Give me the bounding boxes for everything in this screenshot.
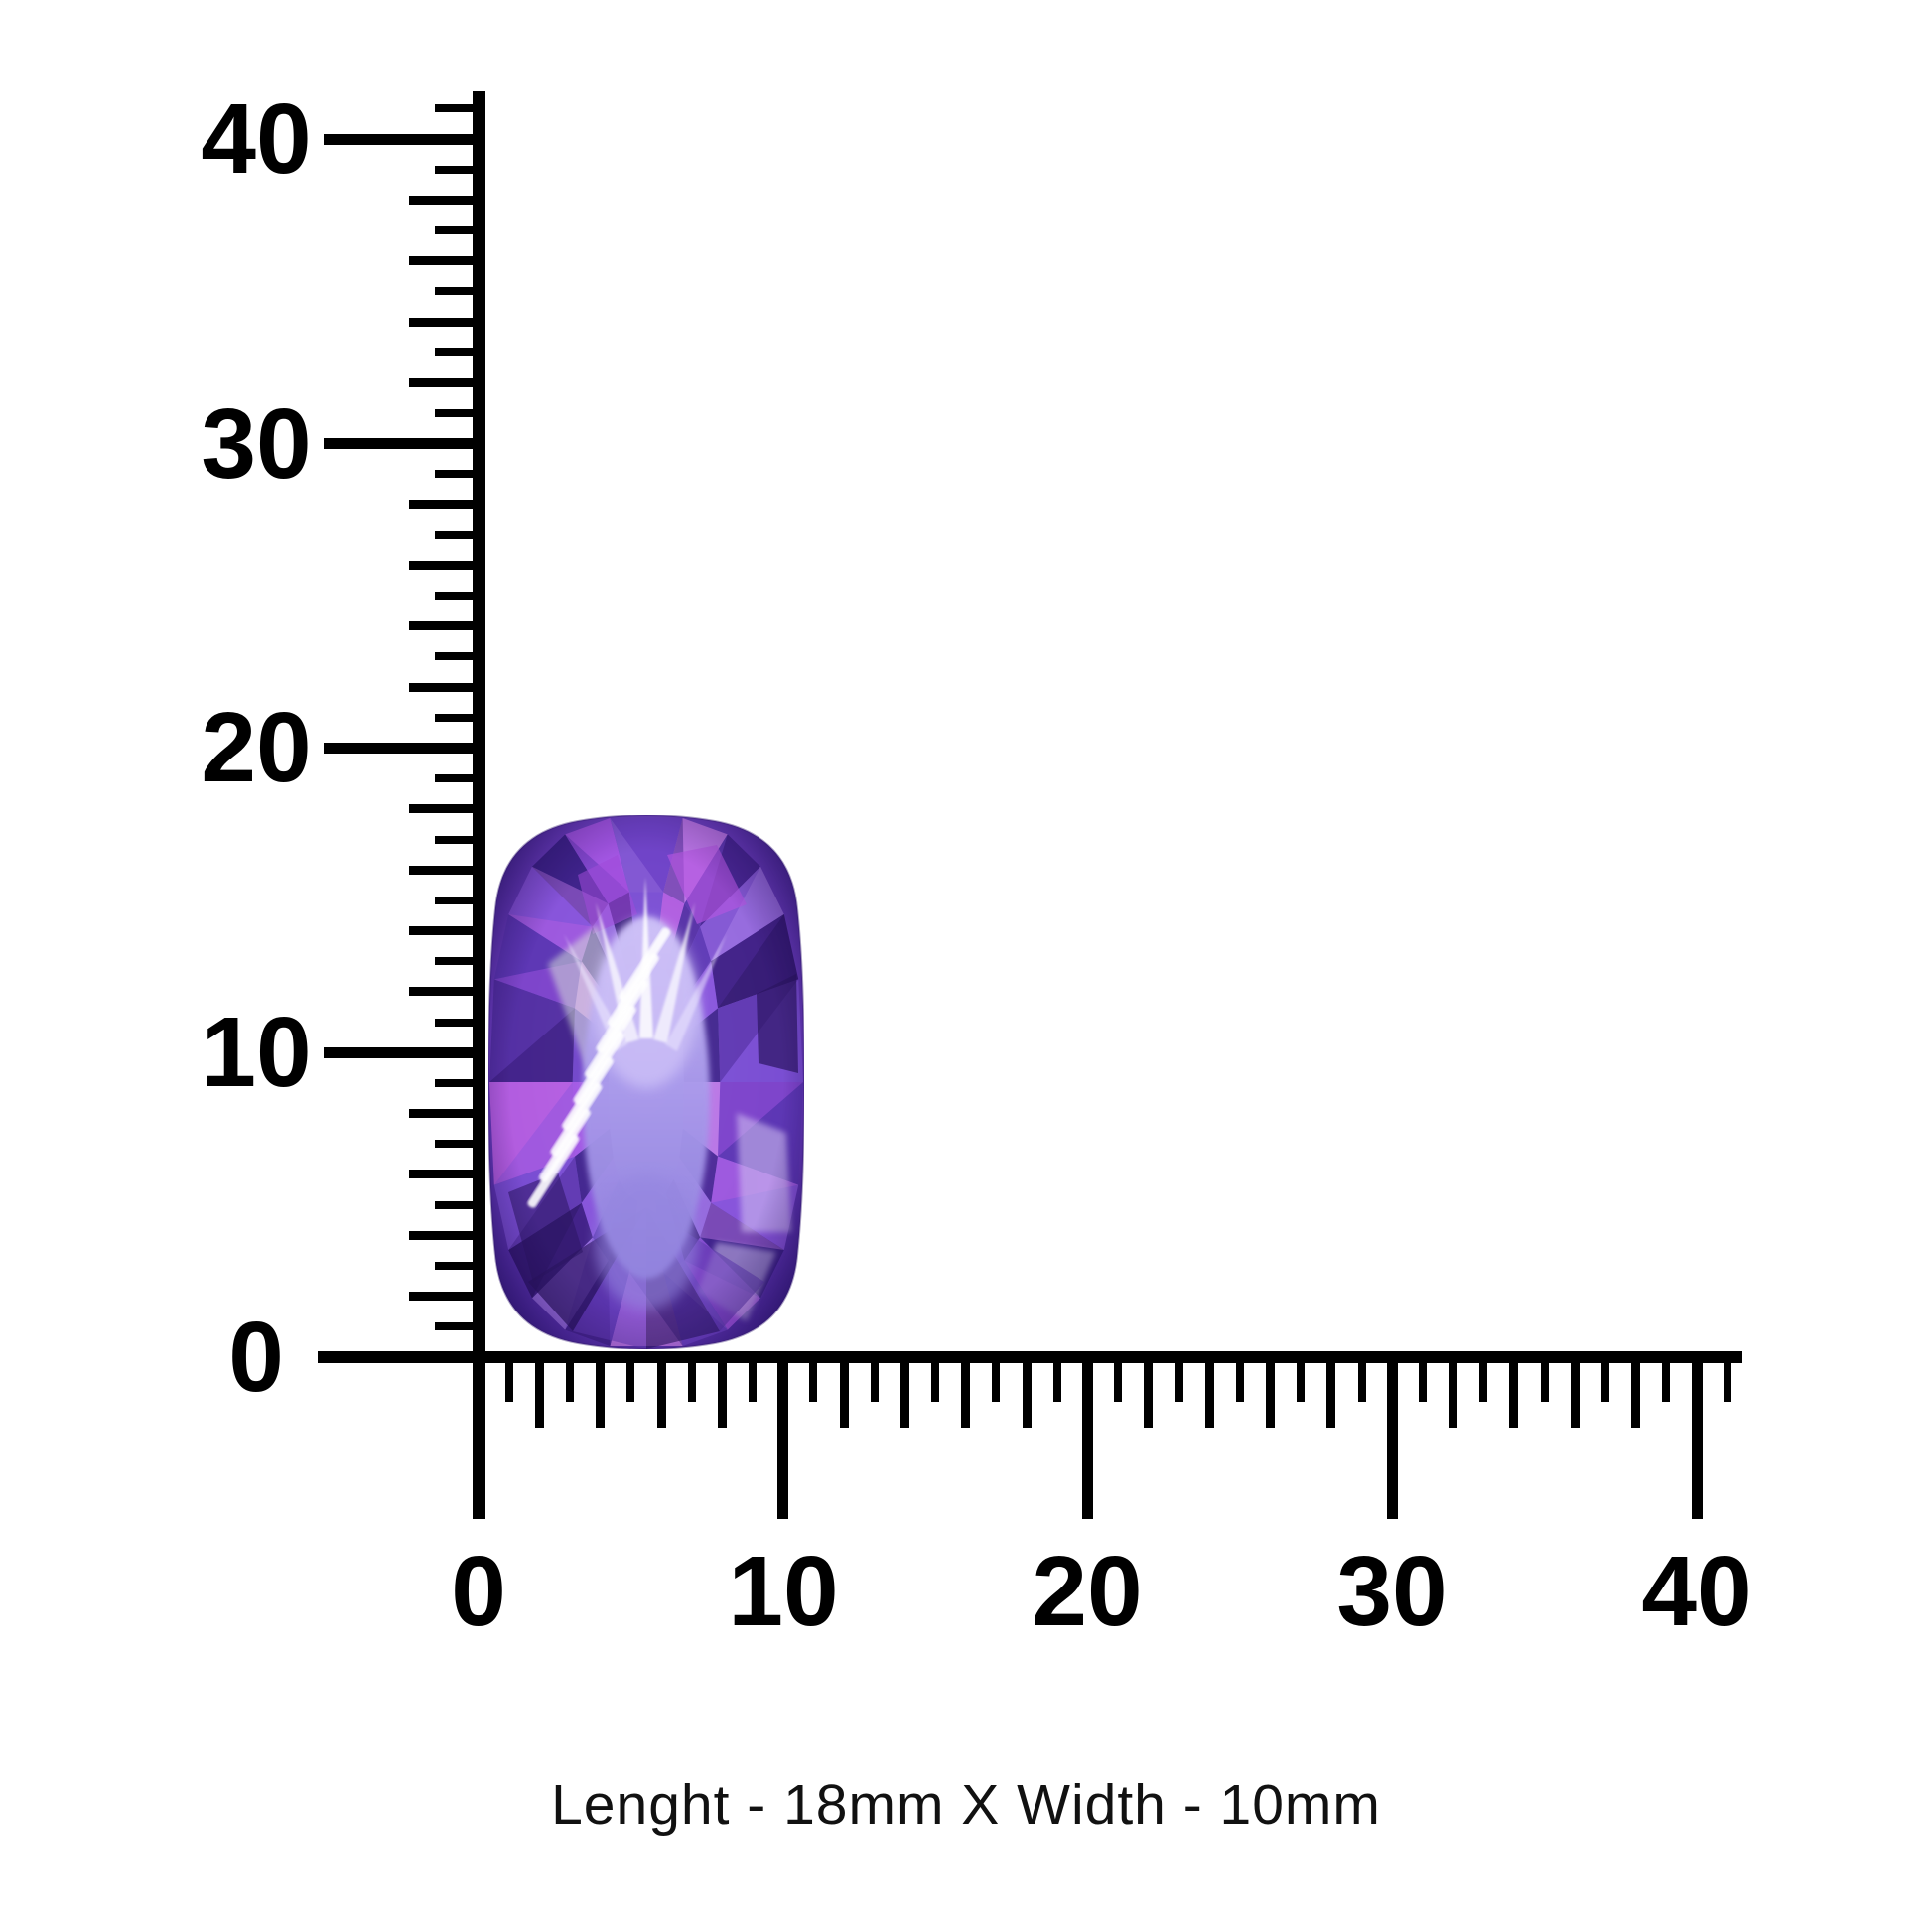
v-tick-36 [409,256,473,265]
h-tick-28 [1326,1363,1335,1428]
h-tick-32 [1449,1363,1457,1428]
horizontal-ruler-baseline [318,1351,1742,1363]
h-tick-18 [1023,1363,1032,1428]
h-tick-9 [749,1363,757,1402]
h-tick-11 [809,1363,817,1402]
h-tick-15 [931,1363,939,1402]
v-tick-39 [435,166,473,174]
h-tick-17 [992,1363,1000,1402]
h-axis-label-20: 20 [1032,1536,1143,1647]
v-tick-21 [435,714,473,722]
h-axis-label-0: 0 [451,1536,506,1647]
v-axis-label-40: 40 [201,83,312,195]
v-tick-18 [409,804,473,813]
h-tick-27 [1297,1363,1305,1402]
v-tick-27 [435,531,473,539]
v-tick-40 [324,134,473,145]
v-tick-14 [409,926,473,935]
h-axis-label-40: 40 [1641,1536,1752,1647]
v-tick-30 [324,438,473,449]
v-tick-35 [435,287,473,295]
h-tick-37 [1601,1363,1609,1402]
v-tick-37 [435,226,473,234]
h-tick-12 [840,1363,849,1428]
v-tick-10 [324,1047,473,1058]
h-tick-29 [1358,1363,1366,1402]
h-tick-14 [900,1363,909,1428]
gem-outline [488,815,804,1349]
h-tick-40 [1692,1363,1703,1519]
v-tick-28 [409,500,473,509]
h-tick-33 [1479,1363,1487,1402]
h-tick-25 [1236,1363,1244,1402]
v-tick-6 [409,1170,473,1178]
h-tick-41 [1724,1363,1731,1402]
v-axis-label-20: 20 [201,692,312,803]
v-tick-2 [409,1292,473,1301]
v-tick-8 [409,1109,473,1118]
h-tick-21 [1114,1363,1122,1402]
h-tick-36 [1571,1363,1580,1428]
v-tick-3 [435,1262,473,1270]
h-tick-20 [1082,1363,1093,1519]
h-tick-26 [1266,1363,1275,1428]
v-axis-label-0: 0 [228,1302,284,1413]
v-tick-20 [324,743,473,754]
h-tick-10 [777,1363,788,1519]
v-tick-41 [435,104,473,112]
caption: Lenght - 18mm X Width - 10mm [551,1773,1381,1837]
v-tick-7 [435,1140,473,1148]
h-tick-5 [626,1363,634,1402]
vertical-ruler-spine [473,91,485,1519]
h-tick-1 [505,1363,513,1402]
v-tick-5 [435,1201,473,1209]
v-tick-19 [435,774,473,782]
v-tick-13 [435,957,473,965]
h-tick-30 [1387,1363,1398,1519]
v-tick-24 [409,621,473,630]
v-tick-15 [435,897,473,904]
v-axis-label-10: 10 [201,997,312,1108]
h-tick-38 [1631,1363,1640,1428]
v-tick-17 [435,836,473,844]
h-axis-label-10: 10 [728,1536,839,1647]
v-tick-38 [409,196,473,205]
h-tick-19 [1053,1363,1061,1402]
h-tick-8 [718,1363,727,1428]
gemstone-image [488,815,804,1349]
v-tick-26 [409,561,473,570]
h-tick-16 [961,1363,970,1428]
h-tick-3 [566,1363,574,1402]
h-tick-35 [1541,1363,1549,1402]
h-tick-6 [657,1363,666,1428]
v-tick-11 [435,1019,473,1027]
v-tick-34 [409,318,473,327]
v-tick-22 [409,683,473,692]
h-tick-7 [688,1363,696,1402]
h-tick-23 [1175,1363,1183,1402]
h-axis-label-30: 30 [1336,1536,1448,1647]
h-tick-22 [1144,1363,1153,1428]
v-tick-16 [409,866,473,875]
v-tick-25 [435,592,473,600]
h-tick-4 [596,1363,605,1428]
h-tick-2 [535,1363,544,1428]
v-tick-31 [435,409,473,417]
v-tick-4 [409,1231,473,1240]
v-tick-12 [409,987,473,996]
v-tick-32 [409,378,473,387]
gem-vignette [488,815,804,1349]
h-tick-13 [871,1363,879,1402]
h-tick-31 [1419,1363,1427,1402]
v-tick-33 [435,348,473,356]
v-tick-9 [435,1079,473,1087]
h-tick-24 [1205,1363,1214,1428]
v-axis-label-30: 30 [201,388,312,499]
h-tick-39 [1662,1363,1670,1402]
v-tick-1 [435,1322,473,1330]
v-tick-23 [435,652,473,660]
h-tick-34 [1509,1363,1518,1428]
v-tick-29 [435,470,473,478]
